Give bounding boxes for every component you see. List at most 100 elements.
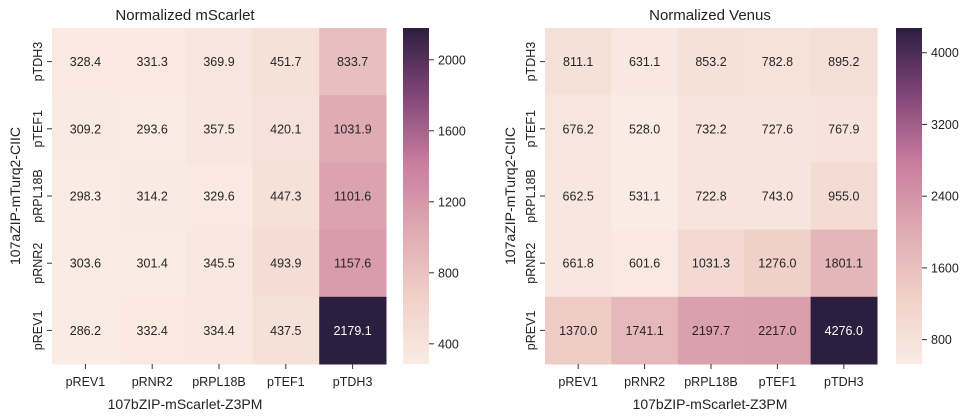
x-axis: pREV1 pRNR2 pRPL18B pTEF1 pTDH3	[558, 364, 864, 389]
cell-value-label: 722.8	[695, 190, 726, 204]
heatmap-cell	[810, 229, 878, 298]
colorbar-tick-label: 1600	[931, 261, 959, 275]
cell-value-label: 811.1	[563, 55, 593, 69]
cell-value-label: 298.3	[70, 190, 101, 204]
cell-value-label: 420.1	[270, 122, 301, 136]
colorbar: 400 800 1200 1600 2000	[403, 28, 466, 364]
heatmap-cell	[118, 28, 187, 96]
cell-value-label: 895.2	[828, 55, 859, 69]
cell-value-label: 4276.0	[825, 324, 863, 338]
y-tick-label: pTDH3	[31, 42, 45, 82]
colorbar-tick-label: 4000	[931, 46, 959, 60]
heatmap-cell	[52, 162, 120, 231]
heatmap-cell	[545, 162, 612, 231]
heatmap-cell	[252, 95, 320, 163]
heatmap-cell	[118, 229, 187, 298]
heatmap-cell	[252, 296, 320, 365]
heatmap-cell	[677, 95, 745, 163]
cell-value-label: 1031.9	[333, 122, 371, 136]
heatmap-cell	[545, 95, 612, 163]
heatmap-cells: 328.4 331.3 369.9 451.7 833.7 309.2 293.6 357.5…	[52, 28, 387, 365]
heatmap-cell	[545, 28, 612, 96]
heatmap-cell	[677, 162, 745, 231]
heatmap-cell	[252, 28, 320, 96]
heatmap-cell	[185, 162, 253, 231]
x-tick-label: pTEF1	[759, 375, 797, 389]
heatmap-panel-mscarlet: Normalized mScarlet 328.4 331.3 369.9 451.7…	[7, 7, 466, 412]
heatmap-cell	[744, 95, 812, 163]
cell-value-label: 331.3	[137, 55, 168, 69]
cell-value-label: 447.3	[270, 190, 301, 204]
x-tick-label: pRPL18B	[192, 375, 246, 389]
heatmap-cell	[677, 229, 745, 298]
y-tick-label: pREV1	[31, 311, 45, 351]
heatmap-cell	[52, 229, 120, 298]
x-tick-label: pRNR2	[624, 375, 665, 389]
y-tick-label: pTDH3	[524, 42, 538, 82]
colorbar-tick-label: 800	[931, 333, 952, 347]
colorbar-tick-label: 2000	[438, 53, 466, 67]
cell-value-label: 676.2	[563, 122, 594, 136]
cell-value-label: 332.4	[137, 324, 168, 338]
heatmap-cell	[319, 28, 387, 96]
x-tick-label: pTDH3	[824, 375, 864, 389]
heatmap-cell	[118, 95, 187, 163]
cell-value-label: 601.6	[629, 257, 660, 271]
cell-value-label: 329.6	[203, 190, 234, 204]
cell-value-label: 437.5	[270, 324, 301, 338]
colorbar-tick-label: 1600	[438, 124, 466, 138]
cell-value-label: 309.2	[70, 122, 101, 136]
y-tick-label: pTEF1	[31, 110, 45, 148]
cell-value-label: 1801.1	[825, 257, 863, 271]
y-tick-label: pTEF1	[524, 110, 538, 148]
cell-value-label: 345.5	[203, 257, 234, 271]
heatmap-cell	[810, 296, 878, 365]
colorbar-gradient	[403, 28, 429, 364]
cell-value-label: 334.4	[203, 324, 234, 338]
chart-title: Normalized Venus	[649, 7, 771, 24]
heatmap-cell	[545, 296, 612, 365]
cell-value-label: 1741.1	[625, 324, 663, 338]
x-tick-label: pREV1	[66, 375, 106, 389]
heatmap-cell	[810, 95, 878, 163]
cell-value-label: 2179.1	[333, 324, 371, 338]
heatmap-panel-venus: Normalized Venus 811.1 631.1 853.2 782.8 895…	[502, 7, 959, 412]
heatmap-cell	[319, 229, 387, 298]
heatmap-cell	[185, 296, 253, 365]
cell-value-label: 1031.3	[692, 257, 730, 271]
heatmap-cell	[677, 28, 745, 96]
x-tick-label: pRPL18B	[684, 375, 738, 389]
cell-value-label: 286.2	[70, 324, 101, 338]
y-tick-label: pRNR2	[31, 243, 45, 284]
cell-value-label: 357.5	[203, 122, 234, 136]
heatmap-cell	[611, 95, 679, 163]
heatmap-cell	[611, 296, 679, 365]
heatmap-cell	[319, 95, 387, 163]
cell-value-label: 528.0	[629, 122, 660, 136]
cell-value-label: 451.7	[270, 55, 301, 69]
heatmap-cell	[252, 229, 320, 298]
chart-title: Normalized mScarlet	[115, 7, 255, 24]
cell-value-label: 782.8	[762, 55, 793, 69]
x-tick-label: pRNR2	[132, 375, 173, 389]
heatmap-cell	[677, 296, 745, 365]
cell-value-label: 631.1	[629, 55, 660, 69]
cell-value-label: 1157.6	[334, 257, 371, 271]
cell-value-label: 767.9	[828, 122, 859, 136]
cell-value-label: 1101.6	[334, 190, 371, 204]
heatmap-cell	[545, 229, 612, 298]
cell-value-label: 2197.7	[692, 324, 730, 338]
y-axis: pTDH3 pTEF1 pRPL18B pRNR2 pREV1	[31, 42, 52, 350]
colorbar-tick-label: 400	[438, 337, 459, 351]
heatmap-cell	[185, 229, 253, 298]
heatmap-cell	[744, 296, 812, 365]
cell-value-label: 301.4	[137, 257, 168, 271]
heatmap-cell	[185, 28, 253, 96]
heatmap-cell	[744, 28, 812, 96]
colorbar-tick-label: 1200	[438, 195, 466, 209]
heatmap-cell	[185, 95, 253, 163]
cell-value-label: 853.2	[695, 55, 726, 69]
heatmap-cell	[319, 162, 387, 231]
cell-value-label: 2217.0	[758, 324, 796, 338]
